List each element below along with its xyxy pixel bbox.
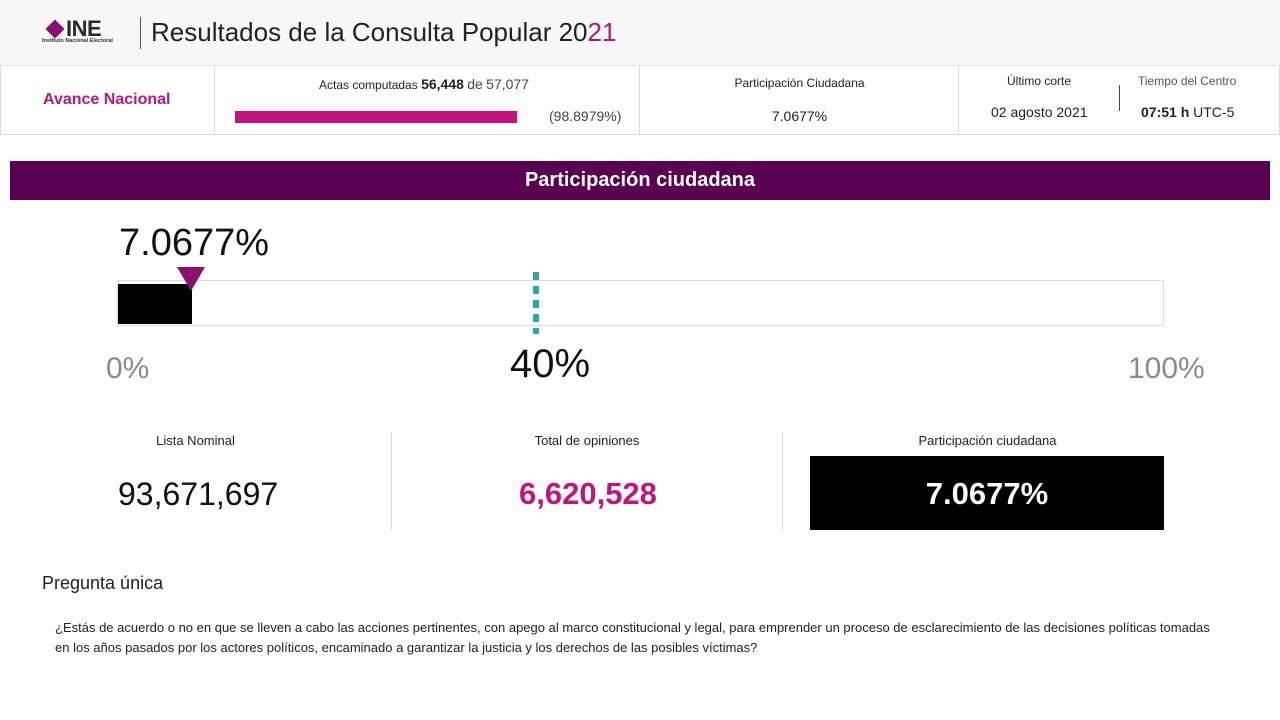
ultimo-corte-label: Último corte <box>1007 74 1072 88</box>
gauge-tick-max: 100% <box>1128 352 1205 385</box>
actas-line: Actas computadas 56,448 de 57,077 <box>319 76 529 92</box>
actas-cell: Actas computadas 56,448 de 57,077 (98.89… <box>215 66 640 135</box>
app-header: INE Instituto Nacional Electoral Resulta… <box>0 0 1280 66</box>
lista-nominal-stat: Lista Nominal 93,671,697 <box>0 432 391 530</box>
participacion-stat-label: Participación ciudadana <box>918 433 1057 448</box>
actas-progress-track <box>235 111 520 123</box>
logo-subtext: Instituto Nacional Electoral <box>42 38 113 44</box>
page-title-main: Resultados de la Consulta Popular 20 <box>151 17 588 47</box>
gauge-pointer-icon <box>177 267 205 291</box>
actas-total: 57,077 <box>486 76 529 92</box>
participacion-stat-value: 7.0677% <box>925 476 1049 511</box>
actas-label: Actas computadas <box>319 78 418 92</box>
participacion-cell: Participación Ciudadana 7.0677% <box>640 66 959 135</box>
actas-percent: (98.8979%) <box>549 108 622 124</box>
actas-of: de <box>467 76 483 92</box>
logo-text: INE <box>66 16 102 41</box>
total-opiniones-label: Total de opiniones <box>534 433 640 448</box>
page-title: Resultados de la Consulta Popular 2021 <box>151 17 616 48</box>
lista-nominal-label: Lista Nominal <box>156 433 235 448</box>
ultimo-corte-date: 02 agosto 2021 <box>991 104 1088 120</box>
participacion-stat-box: 7.0677% <box>810 456 1164 530</box>
section-title: Participación ciudadana <box>524 169 756 191</box>
tiempo-centro-label: Tiempo del Centro <box>1138 74 1237 88</box>
avance-nacional-label[interactable]: Avance Nacional <box>43 91 171 108</box>
participacion-label: Participación Ciudadana <box>734 76 865 90</box>
total-opiniones-stat: Total de opiniones 6,620,528 <box>391 432 782 530</box>
ine-logo-mark-icon <box>45 19 65 39</box>
participation-gauge-track <box>117 280 1164 326</box>
total-opiniones-value: 6,620,528 <box>519 476 657 511</box>
header-divider <box>140 17 141 49</box>
threshold-dashed-line <box>533 272 539 334</box>
tiempo-time: 07:51 h <box>1141 104 1190 120</box>
gauge-value-label: 7.0677% <box>119 222 270 264</box>
progress-strip: Avance Nacional Actas computadas 56,448 … <box>0 66 1280 135</box>
page-title-accent: 21 <box>587 17 617 47</box>
pregunta-text: ¿Estás de acuerdo o no en que se lleven … <box>55 620 1210 655</box>
participacion-stat: Participación ciudadana 7.0677% <box>782 432 1192 530</box>
section-banner: Participación ciudadana <box>10 161 1270 200</box>
corte-cell: Último corte 02 agosto 2021 Tiempo del C… <box>959 66 1280 135</box>
participacion-value: 7.0677% <box>771 108 828 124</box>
pregunta-title: Pregunta única <box>42 573 164 593</box>
tiempo-centro-value: 07:51 h UTC-5 <box>1141 104 1234 120</box>
avance-nacional-cell[interactable]: Avance Nacional <box>0 66 215 135</box>
ine-logo[interactable]: INE Instituto Nacional Electoral <box>42 16 134 48</box>
gauge-tick-min: 0% <box>106 352 150 385</box>
corte-divider <box>1119 85 1120 111</box>
lista-nominal-value: 93,671,697 <box>118 476 279 512</box>
actas-progress-fill <box>235 111 517 123</box>
actas-count: 56,448 <box>421 76 464 92</box>
tiempo-zone: UTC-5 <box>1193 104 1235 120</box>
gauge-tick-threshold: 40% <box>510 342 591 386</box>
